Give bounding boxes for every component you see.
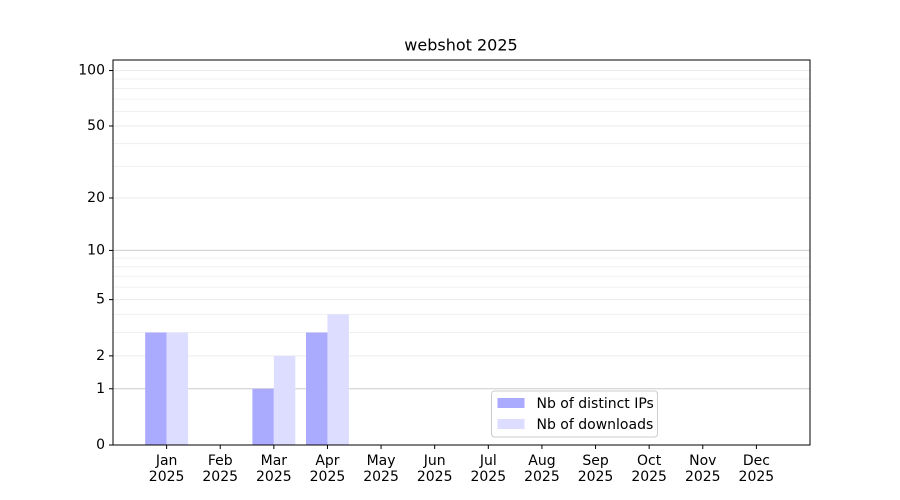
bar bbox=[273, 355, 296, 445]
x-tick-label: Apr 2025 bbox=[309, 453, 346, 485]
y-tick-label: 2 bbox=[96, 348, 105, 364]
x-tick-label: Jun 2025 bbox=[416, 453, 453, 485]
y-tick-label: 20 bbox=[87, 190, 105, 206]
x-tick-label: Feb 2025 bbox=[202, 453, 239, 485]
y-tick-label: 5 bbox=[96, 292, 105, 308]
chart-title: webshot 2025 bbox=[404, 36, 517, 55]
x-tick-label: Nov 2025 bbox=[684, 453, 721, 485]
x-tick-label: Aug 2025 bbox=[524, 453, 560, 485]
y-tick-label: 50 bbox=[87, 118, 105, 134]
bar bbox=[306, 332, 328, 445]
plot-frame bbox=[112, 59, 811, 446]
bar bbox=[252, 388, 274, 445]
x-tick-label: Sep 2025 bbox=[577, 453, 614, 485]
y-tick-label: 0 bbox=[96, 437, 105, 453]
legend: Nb of distinct IPs Nb of downloads bbox=[491, 390, 658, 438]
y-tick-label: 1 bbox=[96, 381, 105, 397]
legend-swatch bbox=[497, 398, 525, 408]
legend-box bbox=[491, 390, 658, 438]
x-tick-label: May 2025 bbox=[363, 453, 399, 485]
x-tick-label: Jan 2025 bbox=[148, 453, 185, 485]
legend-label: Nb of distinct IPs bbox=[537, 396, 654, 412]
legend-label: Nb of downloads bbox=[537, 417, 654, 433]
legend-swatch bbox=[497, 419, 525, 429]
bar bbox=[327, 314, 349, 445]
x-tick-label: Oct 2025 bbox=[631, 453, 667, 485]
bar bbox=[166, 332, 189, 445]
y-tick-label: 10 bbox=[87, 242, 105, 258]
y-tick-label: 100 bbox=[78, 63, 105, 79]
bar bbox=[145, 332, 167, 445]
x-tick-label: Dec 2025 bbox=[738, 453, 775, 485]
x-tick-label: Mar 2025 bbox=[256, 453, 292, 485]
x-tick-label: Jul 2025 bbox=[470, 453, 507, 485]
